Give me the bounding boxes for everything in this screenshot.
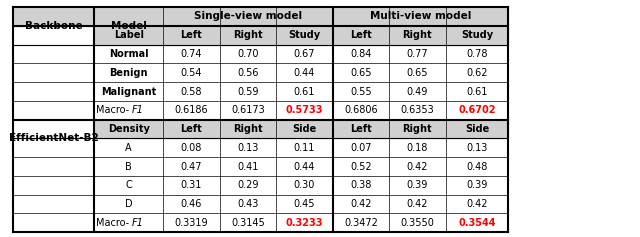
Text: Label: Label bbox=[114, 30, 144, 40]
Text: Benign: Benign bbox=[109, 68, 148, 78]
Text: EfficientNet-B2: EfficientNet-B2 bbox=[8, 133, 99, 143]
Text: Right: Right bbox=[403, 30, 432, 40]
Text: Left: Left bbox=[350, 30, 372, 40]
Text: 0.29: 0.29 bbox=[237, 180, 259, 190]
Text: A: A bbox=[125, 143, 132, 153]
Text: 0.52: 0.52 bbox=[350, 162, 372, 172]
Text: 0.3233: 0.3233 bbox=[285, 218, 323, 228]
Text: 0.74: 0.74 bbox=[180, 49, 202, 59]
Text: 0.30: 0.30 bbox=[294, 180, 315, 190]
Text: Study: Study bbox=[461, 30, 493, 40]
Text: 0.84: 0.84 bbox=[350, 49, 371, 59]
Text: 0.67: 0.67 bbox=[294, 49, 315, 59]
Text: 0.62: 0.62 bbox=[466, 68, 488, 78]
Text: Side: Side bbox=[292, 124, 317, 134]
Text: 0.44: 0.44 bbox=[294, 162, 315, 172]
Text: Left: Left bbox=[180, 124, 202, 134]
Text: 0.3472: 0.3472 bbox=[344, 218, 378, 228]
Text: 0.58: 0.58 bbox=[180, 87, 202, 96]
Text: C: C bbox=[125, 180, 132, 190]
Text: 0.47: 0.47 bbox=[180, 162, 202, 172]
Text: 0.55: 0.55 bbox=[350, 87, 372, 96]
Text: Density: Density bbox=[108, 124, 150, 134]
Text: 0.48: 0.48 bbox=[466, 162, 488, 172]
Text: 0.61: 0.61 bbox=[294, 87, 315, 96]
Text: 0.65: 0.65 bbox=[406, 68, 428, 78]
Text: 0.3550: 0.3550 bbox=[401, 218, 434, 228]
Bar bbox=[13, 7, 508, 26]
Text: 0.38: 0.38 bbox=[350, 180, 371, 190]
Text: D: D bbox=[125, 199, 132, 209]
Text: 0.44: 0.44 bbox=[294, 68, 315, 78]
Text: 0.43: 0.43 bbox=[237, 199, 259, 209]
Text: 0.11: 0.11 bbox=[294, 143, 315, 153]
Text: 0.59: 0.59 bbox=[237, 87, 259, 96]
Text: 0.78: 0.78 bbox=[466, 49, 488, 59]
Text: 0.49: 0.49 bbox=[406, 87, 428, 96]
Text: 0.70: 0.70 bbox=[237, 49, 259, 59]
Text: 0.3319: 0.3319 bbox=[175, 218, 208, 228]
Text: 0.3544: 0.3544 bbox=[458, 218, 495, 228]
Text: 0.13: 0.13 bbox=[466, 143, 488, 153]
Text: 0.6186: 0.6186 bbox=[175, 105, 208, 115]
Text: 0.39: 0.39 bbox=[406, 180, 428, 190]
Text: 0.18: 0.18 bbox=[406, 143, 428, 153]
Text: Single-view model: Single-view model bbox=[194, 11, 302, 22]
Text: 0.07: 0.07 bbox=[350, 143, 372, 153]
Text: 0.41: 0.41 bbox=[237, 162, 259, 172]
Text: Left: Left bbox=[180, 30, 202, 40]
Text: 0.08: 0.08 bbox=[180, 143, 202, 153]
Text: B: B bbox=[125, 162, 132, 172]
Text: Model: Model bbox=[111, 21, 147, 31]
Text: 0.46: 0.46 bbox=[180, 199, 202, 209]
Text: F1: F1 bbox=[132, 105, 144, 115]
Text: 0.45: 0.45 bbox=[294, 199, 315, 209]
Text: 0.6353: 0.6353 bbox=[401, 105, 434, 115]
Text: 0.31: 0.31 bbox=[180, 180, 202, 190]
Text: 0.6173: 0.6173 bbox=[231, 105, 265, 115]
Text: Right: Right bbox=[233, 30, 262, 40]
Text: 0.42: 0.42 bbox=[406, 162, 428, 172]
Text: 0.39: 0.39 bbox=[466, 180, 488, 190]
Bar bbox=[94, 26, 508, 45]
Text: Right: Right bbox=[233, 124, 262, 134]
Text: Macro-: Macro- bbox=[95, 105, 129, 115]
Text: 0.6806: 0.6806 bbox=[344, 105, 378, 115]
Text: 0.3145: 0.3145 bbox=[231, 218, 265, 228]
Text: Multi-view model: Multi-view model bbox=[370, 11, 471, 22]
Text: 0.61: 0.61 bbox=[466, 87, 488, 96]
Text: 0.13: 0.13 bbox=[237, 143, 259, 153]
Text: F1: F1 bbox=[132, 218, 144, 228]
Text: 0.42: 0.42 bbox=[350, 199, 372, 209]
Text: 0.56: 0.56 bbox=[237, 68, 259, 78]
Text: Left: Left bbox=[350, 124, 372, 134]
Text: Backbone: Backbone bbox=[24, 21, 82, 31]
Text: 0.6702: 0.6702 bbox=[458, 105, 495, 115]
Text: 0.42: 0.42 bbox=[466, 199, 488, 209]
Text: 0.77: 0.77 bbox=[406, 49, 428, 59]
Text: Side: Side bbox=[465, 124, 489, 134]
Text: Normal: Normal bbox=[109, 49, 148, 59]
Text: 0.65: 0.65 bbox=[350, 68, 372, 78]
Text: Malignant: Malignant bbox=[101, 87, 156, 96]
Text: Study: Study bbox=[288, 30, 321, 40]
Text: Macro-: Macro- bbox=[95, 218, 129, 228]
Text: Right: Right bbox=[403, 124, 432, 134]
Text: 0.42: 0.42 bbox=[406, 199, 428, 209]
Bar bbox=[94, 120, 508, 138]
Text: 0.54: 0.54 bbox=[180, 68, 202, 78]
Text: 0.5733: 0.5733 bbox=[285, 105, 323, 115]
